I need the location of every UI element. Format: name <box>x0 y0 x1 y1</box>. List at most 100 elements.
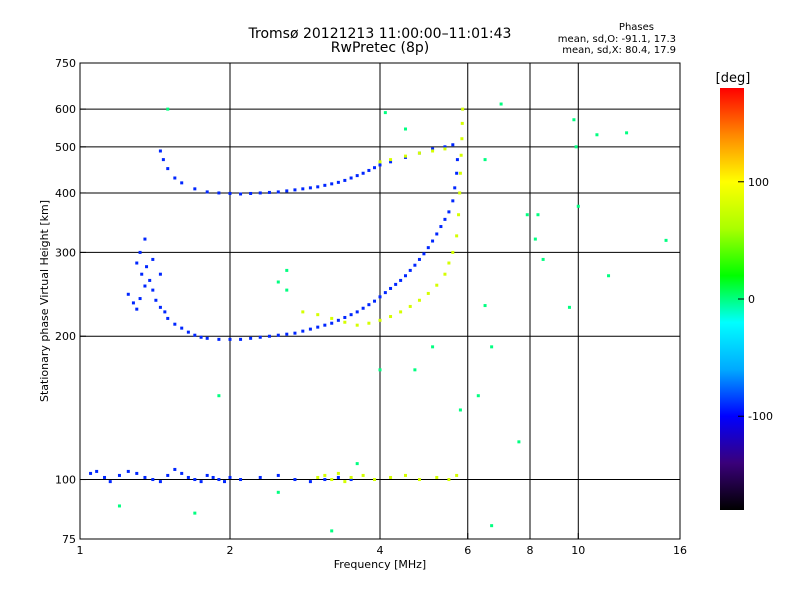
data-point <box>135 471 139 475</box>
data-point <box>135 307 139 311</box>
data-point <box>373 299 377 303</box>
x-tick-label: 6 <box>464 544 471 557</box>
data-point <box>138 250 142 254</box>
data-point <box>301 187 305 191</box>
data-point <box>443 272 447 276</box>
colorbar-tick-label: 0 <box>748 293 755 306</box>
data-point <box>373 478 377 482</box>
data-point <box>301 310 305 314</box>
data-point <box>403 274 407 278</box>
data-point <box>143 237 147 241</box>
data-point <box>455 473 459 477</box>
data-point <box>435 283 439 287</box>
data-point <box>239 192 243 196</box>
data-point <box>343 178 347 182</box>
data-point <box>576 204 580 208</box>
x-tick-label: 16 <box>673 544 687 557</box>
data-point <box>117 473 121 477</box>
data-point <box>367 303 371 307</box>
data-point <box>447 478 451 482</box>
data-point <box>173 322 177 326</box>
data-point <box>595 133 599 137</box>
data-point <box>135 261 139 265</box>
data-point <box>361 306 365 310</box>
data-point <box>361 171 365 175</box>
data-point <box>389 158 393 162</box>
data-point <box>399 278 403 282</box>
data-point <box>443 147 447 151</box>
data-point <box>461 107 465 111</box>
data-point <box>367 321 371 325</box>
data-point <box>285 268 289 272</box>
data-point <box>117 504 121 508</box>
data-point <box>455 234 459 238</box>
data-point <box>316 185 320 189</box>
y-tick-label: 400 <box>55 187 76 200</box>
data-point <box>186 330 190 334</box>
y-axis-label: Stationary phase Virtual Height [km] <box>38 200 51 402</box>
data-point <box>664 238 668 242</box>
data-point <box>403 154 407 158</box>
data-point <box>455 171 459 175</box>
data-point <box>431 345 435 349</box>
data-point <box>199 335 203 339</box>
data-point <box>417 298 421 302</box>
colorbar-tick-label: 100 <box>748 176 769 189</box>
data-point <box>455 158 459 162</box>
data-point <box>308 327 312 331</box>
data-point <box>276 490 280 494</box>
data-point <box>173 176 177 180</box>
data-point <box>447 261 451 265</box>
data-point <box>389 160 393 164</box>
data-point <box>451 143 455 147</box>
data-point <box>389 286 393 290</box>
data-point <box>145 265 149 269</box>
data-point <box>143 284 147 288</box>
data-point <box>239 478 243 482</box>
data-point <box>276 280 280 284</box>
axis-ticks: 1 2 4 6 8 10 16 75 100 200 300 400 500 600 750 <box>55 57 687 557</box>
data-point <box>158 480 162 484</box>
data-point <box>148 278 152 282</box>
data-point <box>166 167 170 171</box>
data-point <box>330 316 334 320</box>
data-point <box>447 210 451 214</box>
data-point <box>343 320 347 324</box>
data-point <box>607 274 611 278</box>
data-point <box>308 186 312 190</box>
data-point <box>378 160 382 164</box>
data-point <box>217 191 221 195</box>
data-point <box>458 171 462 175</box>
data-point <box>217 394 221 398</box>
data-point <box>316 475 320 479</box>
data-point <box>343 480 347 484</box>
data-point <box>343 315 347 319</box>
data-point <box>108 480 112 484</box>
data-point <box>476 394 480 398</box>
data-point <box>483 158 487 162</box>
data-point <box>373 166 377 170</box>
data-point <box>193 478 197 482</box>
data-point <box>517 440 521 444</box>
data-point <box>180 326 184 330</box>
title-instrument: RwPretec (8p) <box>330 40 430 56</box>
data-point <box>413 368 417 372</box>
data-point <box>258 191 262 195</box>
data-point <box>293 188 297 192</box>
data-point <box>413 263 417 267</box>
y-tick-label: 500 <box>55 141 76 154</box>
data-point <box>228 337 232 341</box>
data-point <box>217 478 221 482</box>
data-point <box>426 291 430 295</box>
data-point <box>180 181 184 185</box>
data-point <box>228 191 232 195</box>
data-point <box>443 145 447 149</box>
data-point <box>323 478 327 482</box>
data-point <box>435 232 439 236</box>
data-point <box>431 239 435 243</box>
data-point <box>163 310 167 314</box>
data-point <box>308 480 312 484</box>
data-point <box>625 131 629 135</box>
data-point <box>349 313 353 317</box>
